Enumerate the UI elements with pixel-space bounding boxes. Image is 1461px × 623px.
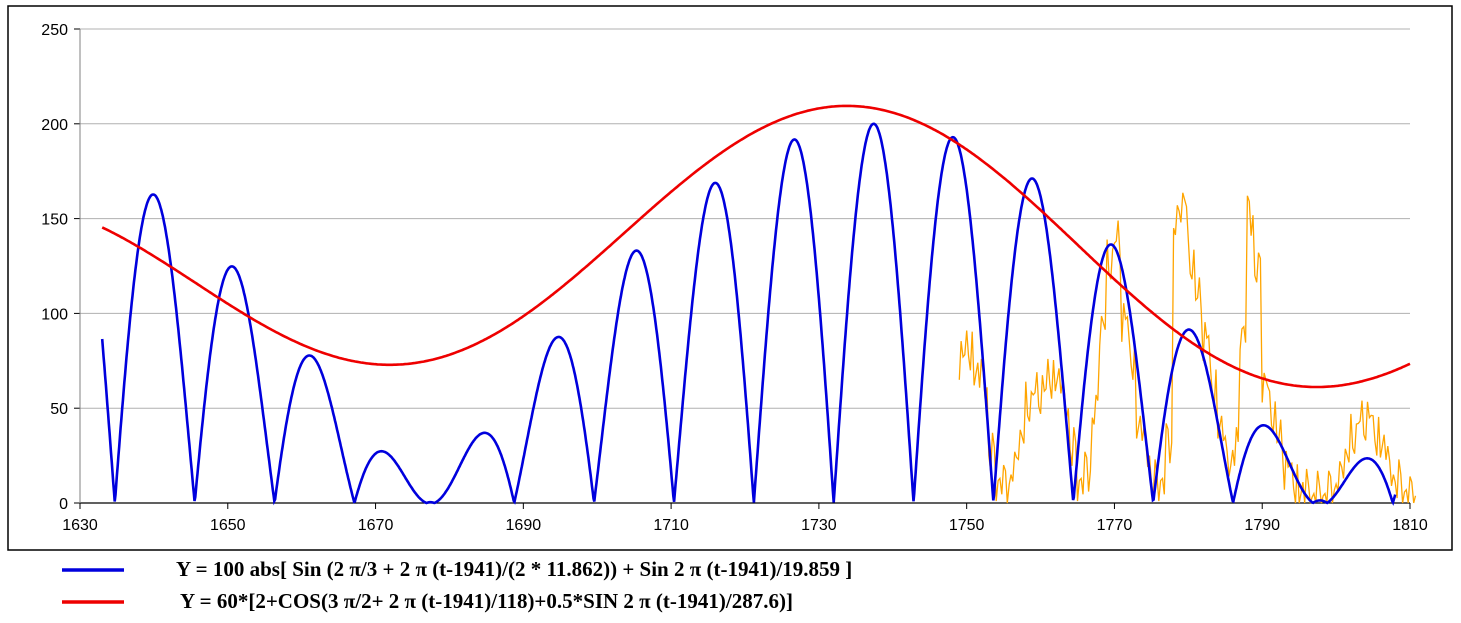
y-tick-label: 200 <box>41 117 68 134</box>
series-line-orange <box>958 192 1417 504</box>
series-lines <box>100 104 1417 506</box>
x-tick-label: 1730 <box>801 517 837 534</box>
x-tick-label: 1790 <box>1244 517 1280 534</box>
x-tick-label: 1750 <box>949 517 985 534</box>
y-tick-label: 250 <box>41 22 68 39</box>
x-tick-label: 1670 <box>358 517 394 534</box>
x-tick-label: 1770 <box>1097 517 1133 534</box>
x-tick-labels: 1630 1650 1670 1690 1710 1730 1750 1770 1790 1810 <box>62 517 1428 534</box>
y-tick-label: 150 <box>41 212 68 229</box>
x-tick-label: 1710 <box>653 517 689 534</box>
series-line-blue <box>100 122 1397 506</box>
x-tick-label: 1630 <box>62 517 98 534</box>
axes <box>74 28 1411 509</box>
chart-area-border <box>7 5 1453 551</box>
legend-label: Y = 100 abs[ Sin (2 π/3 + 2 π (t-1941)/(… <box>176 557 852 581</box>
y-tick-label: 100 <box>41 306 68 323</box>
y-tick-labels: 0 50 100 150 200 250 <box>41 22 68 513</box>
legend: Y = 100 abs[ Sin (2 π/3 + 2 π (t-1941)/(… <box>62 557 852 613</box>
y-tick-label: 0 <box>59 496 68 513</box>
x-tick-label: 1810 <box>1392 517 1428 534</box>
grid-lines <box>80 28 1410 409</box>
series-line-red <box>101 104 1411 389</box>
y-tick-label: 50 <box>50 401 68 418</box>
legend-label: Y = 60*[2+COS(3 π/2+ 2 π (t-1941)/118)+0… <box>180 589 793 613</box>
x-tick-label: 1690 <box>506 517 542 534</box>
x-tick-label: 1650 <box>210 517 246 534</box>
